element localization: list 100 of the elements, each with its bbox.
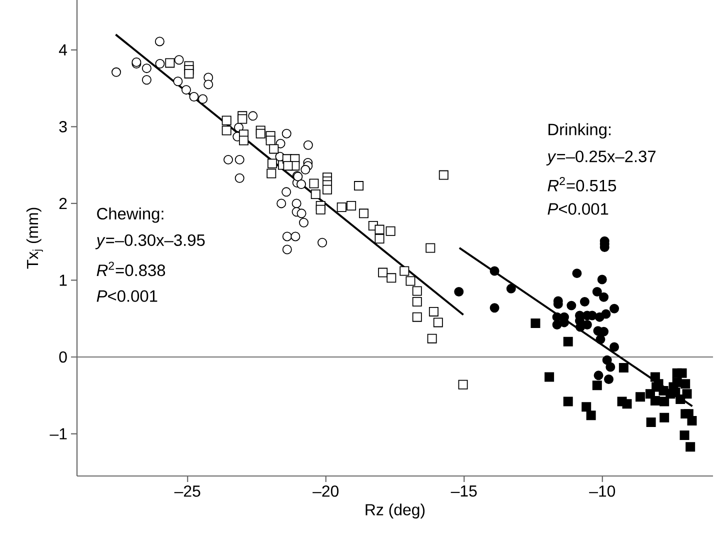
point [378,268,388,278]
annotation: Drinking: [548,123,611,139]
point [267,158,277,168]
point [412,286,422,296]
point [282,128,292,138]
point [346,201,356,211]
point [458,380,468,390]
x-axis-title: Rz (deg) [366,504,425,519]
point [530,318,540,328]
point [204,80,214,90]
point [189,92,199,102]
point [282,244,292,254]
point [238,114,248,124]
point [266,168,276,178]
point [173,76,183,86]
y-tick-label: 4 [58,44,68,56]
point [454,286,464,296]
point [599,326,609,336]
point [234,154,244,164]
point [222,116,232,126]
point [322,184,332,194]
point [563,336,573,346]
point [310,189,320,199]
point [586,410,596,420]
y-tick-label: 3 [59,121,67,132]
point [412,312,422,322]
point [374,224,384,234]
y-axis-title: Tx$_{j}$ (mm) [26,208,43,269]
point [400,266,410,276]
point [592,286,602,296]
point [354,181,364,191]
point [610,304,620,314]
point [184,68,194,78]
annotation: R$^{2}$=0.515 [548,176,616,192]
point [601,309,611,319]
point [490,266,500,276]
annotation: R$^{2}$=0.838 [96,262,166,276]
point [438,170,448,180]
point [266,136,276,146]
point [428,306,438,316]
point [594,370,604,380]
point [427,334,437,344]
point [256,128,266,138]
point [112,67,122,77]
point [386,226,396,236]
x-tick-label: –15 [450,486,477,497]
point [636,392,646,402]
point [610,342,620,352]
annotation: P<0.001 [548,203,608,215]
point [563,396,573,406]
point [686,442,696,452]
point [282,187,292,197]
point [299,218,308,228]
annotation: P<0.001 [96,290,158,302]
point [618,363,628,372]
point [622,399,632,409]
point [660,396,670,406]
point [300,164,310,174]
x-tick-label: –25 [174,486,200,497]
annotation: y=–0.25x–2.37 [546,150,656,166]
point [296,208,306,218]
point [660,412,670,422]
point [276,198,286,208]
point [646,418,656,428]
point [566,300,576,310]
point [309,178,319,188]
point [580,296,590,306]
point [386,273,396,283]
point [597,274,607,284]
point [374,234,384,244]
point [283,161,293,171]
point [604,374,614,384]
point [680,379,690,389]
point [296,180,306,190]
y-tick-label: 2 [59,198,67,210]
point [680,430,690,440]
point [544,372,554,382]
point [506,284,516,294]
point [572,268,582,278]
point [406,276,416,286]
y-tick-label: –1 [50,428,67,440]
point [316,204,326,214]
annotation: Chewing: [97,207,164,223]
point [248,111,258,121]
point [490,303,500,313]
point [412,296,422,306]
y-tick-label: 1 [60,274,67,286]
point [687,416,697,426]
point [433,318,443,328]
point [238,136,248,146]
point [359,208,369,218]
point [650,396,660,406]
point [154,36,164,46]
point [602,355,612,365]
point [303,140,313,150]
point [426,243,436,253]
x-tick-label: –10 [589,486,616,497]
point [606,362,616,372]
point [222,126,232,136]
point [582,402,592,412]
